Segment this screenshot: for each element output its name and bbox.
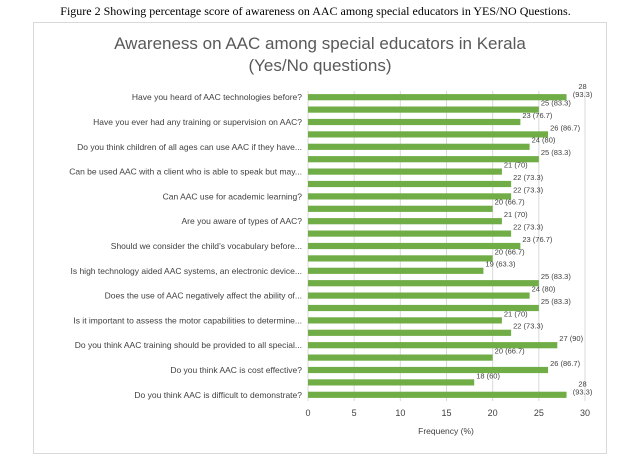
bar	[308, 156, 539, 163]
x-tick-label: 0	[305, 408, 310, 418]
x-tick-label: 5	[352, 408, 357, 418]
data-label: 22 (73.3)	[513, 185, 544, 194]
category-label: Do you think AAC is difficult to demonst…	[134, 390, 302, 400]
data-label: 28 (93.3)	[573, 380, 593, 397]
category-label: Are you aware of types of AAC?	[182, 216, 303, 226]
x-tick-label: 20	[488, 408, 498, 418]
data-label: 26 (86.7)	[550, 123, 581, 132]
data-label: 21 (70)	[504, 161, 528, 170]
chart-title-line-2: (Yes/No questions)	[248, 56, 391, 75]
bar	[308, 255, 493, 262]
bar	[308, 242, 521, 250]
data-label: 25 (83.3)	[541, 272, 572, 281]
bar	[308, 131, 549, 138]
bar	[308, 94, 567, 101]
data-label: 23 (76.7)	[522, 235, 553, 244]
x-tick-label: 30	[580, 408, 590, 418]
bar	[308, 379, 475, 386]
x-axis-ticks: 0 5 10 15 20 25 30	[305, 408, 590, 418]
data-label: 25 (83.3)	[541, 99, 572, 108]
data-label: 21 (70)	[504, 309, 528, 318]
data-label: 20 (66.7)	[495, 198, 526, 207]
bar	[308, 230, 512, 237]
data-label: 24 (80)	[532, 285, 556, 294]
category-label: Do you think children of all ages can us…	[77, 142, 302, 152]
data-label: 22 (73.3)	[513, 173, 544, 182]
category-label: Is it important to assess the motor capa…	[73, 315, 302, 325]
x-tick-label: 15	[441, 408, 451, 418]
bar	[308, 317, 502, 324]
x-tick-label: 10	[395, 408, 405, 418]
bar	[308, 280, 539, 287]
data-label: 24 (80)	[532, 136, 556, 145]
bar	[308, 218, 502, 225]
chart-area: Awareness on AAC among special educators…	[33, 22, 607, 454]
category-label: Have you heard of AAC technologies befor…	[132, 92, 302, 102]
bar	[308, 267, 484, 274]
data-label: 21 (70)	[504, 210, 528, 219]
bar	[308, 180, 512, 188]
bar	[308, 366, 549, 374]
data-label: 25 (83.3)	[541, 148, 572, 157]
category-label: Do you think AAC is cost effective?	[170, 365, 302, 375]
bar	[308, 118, 521, 126]
data-label: 23 (76.7)	[522, 111, 553, 120]
bar	[308, 292, 530, 299]
category-label: Should we consider the child’s vocabular…	[111, 241, 302, 251]
bar	[308, 106, 539, 113]
data-label: 19 (63.3)	[485, 260, 516, 269]
x-axis-title: Frequency (%)	[418, 426, 474, 436]
bar	[308, 304, 539, 312]
data-label: 26 (86.7)	[550, 359, 581, 368]
data-label: 20 (66.7)	[495, 347, 526, 356]
bars: 28 (93.3)25 (83.3)23 (76.7)26 (86.7)24 (8…	[308, 82, 593, 398]
category-label: Does the use of AAC negatively affect th…	[105, 291, 302, 301]
data-label: 20 (66.7)	[495, 247, 526, 256]
bar-chart: Awareness on AAC among special educators…	[69, 34, 593, 436]
data-label: 25 (83.3)	[541, 297, 572, 306]
bar	[308, 193, 512, 200]
bar	[308, 143, 530, 150]
category-label: Is high technology aided AAC systems, an…	[70, 266, 302, 276]
bar	[308, 342, 558, 349]
category-label: Do you think AAC training should be prov…	[75, 340, 302, 350]
bar	[308, 168, 502, 175]
x-tick-label: 25	[534, 408, 544, 418]
data-label: 27 (90)	[559, 334, 583, 343]
chart-title-line-1: Awareness on AAC among special educators…	[114, 34, 526, 53]
data-label: 28 (93.3)	[573, 82, 593, 99]
bar	[308, 205, 493, 212]
category-label: Have you ever had any training or superv…	[93, 117, 302, 127]
data-label: 22 (73.3)	[513, 223, 544, 232]
data-label: 22 (73.3)	[513, 322, 544, 331]
bar	[308, 329, 512, 336]
data-label: 18 (60)	[476, 371, 500, 380]
bar	[308, 354, 493, 361]
bar	[308, 391, 567, 398]
category-label: Can be used AAC with a client who is abl…	[69, 167, 302, 177]
figure-caption: Figure 2 Showing percentage score of awa…	[60, 4, 571, 18]
category-label: Can AAC use for academic learning?	[163, 191, 303, 201]
category-labels: Have you heard of AAC technologies befor…	[69, 92, 302, 400]
